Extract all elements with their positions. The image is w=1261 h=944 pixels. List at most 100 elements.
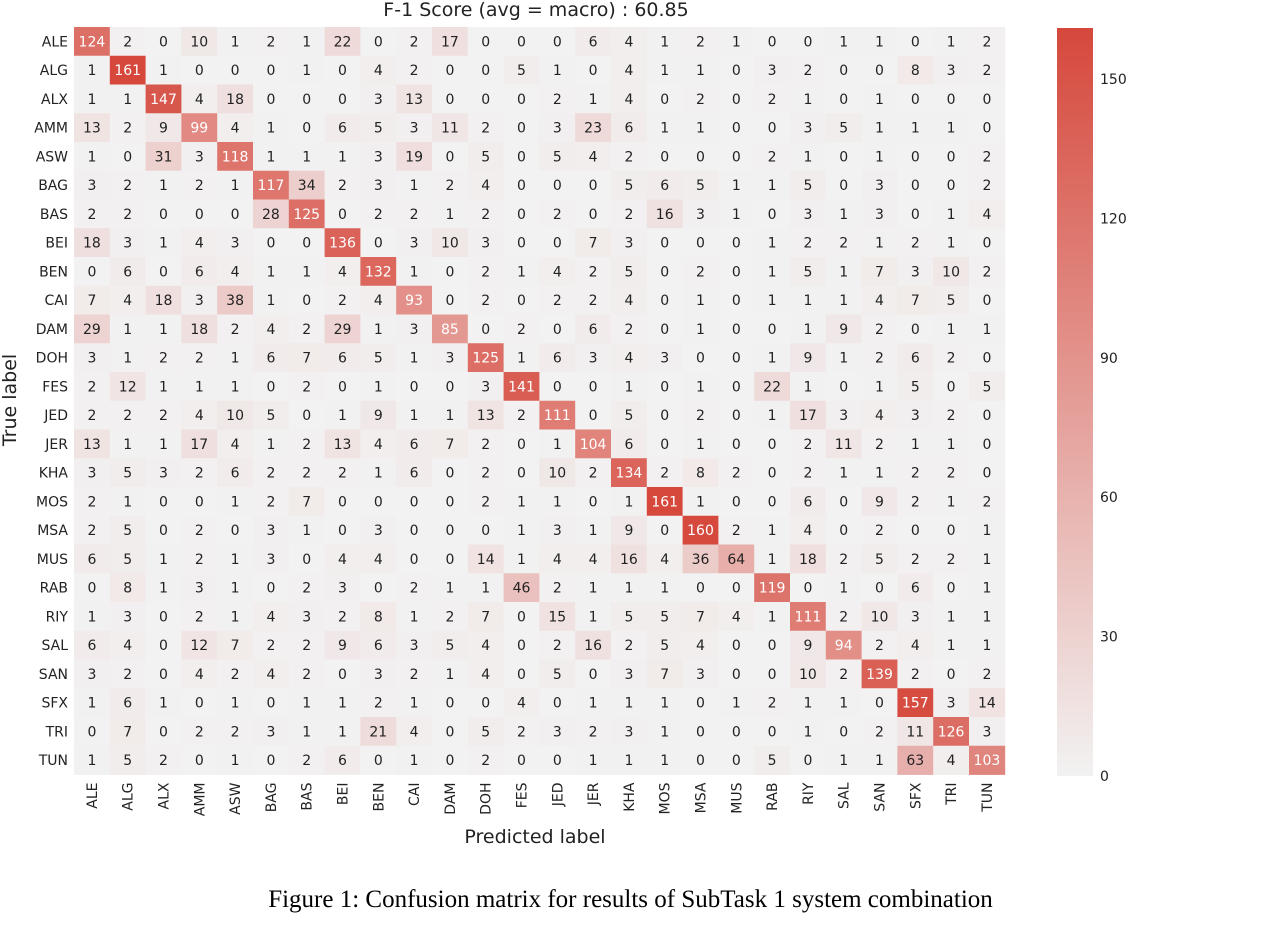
cell-value-label: 1	[589, 696, 598, 712]
heatmap-cell	[217, 84, 254, 114]
heatmap-cell	[969, 55, 1006, 85]
heatmap-cell	[396, 688, 433, 718]
heatmap-cell	[324, 314, 361, 344]
heatmap-cell	[217, 55, 254, 85]
cell-value-label: 0	[696, 149, 705, 165]
heatmap-cell	[969, 630, 1006, 660]
cell-value-label: 2	[947, 408, 956, 424]
heatmap-cell	[825, 688, 862, 718]
heatmap-cell	[897, 285, 934, 315]
cell-value-label: 1	[374, 379, 383, 395]
heatmap-cell	[825, 343, 862, 373]
heatmap-cell	[718, 429, 755, 459]
cell-value-label: 2	[195, 466, 204, 482]
cell-value-label: 1	[660, 753, 669, 769]
heatmap-cell	[718, 142, 755, 172]
cell-value-label: 5	[123, 466, 132, 482]
y-tick-label: SFX	[41, 696, 68, 712]
cell-value-label: 2	[302, 581, 311, 597]
cell-value-label: 8	[374, 609, 383, 625]
heatmap-cell	[109, 659, 146, 689]
cell-value-label: 46	[513, 581, 531, 597]
heatmap-cell	[539, 27, 576, 57]
cell-value-label: 0	[195, 494, 204, 510]
heatmap-cell	[181, 314, 218, 344]
heatmap-cell	[646, 717, 683, 747]
cell-value-label: 15	[548, 609, 566, 625]
cell-value-label: 0	[159, 667, 168, 683]
heatmap-cell	[288, 745, 325, 775]
heatmap-cell	[396, 400, 433, 430]
heatmap-cell	[109, 745, 146, 775]
heatmap-cell	[181, 372, 218, 402]
cell-value-label: 0	[768, 466, 777, 482]
cell-value-label: 0	[481, 92, 490, 108]
cell-value-label: 1	[302, 696, 311, 712]
heatmap-cell	[790, 429, 827, 459]
cell-value-label: 0	[803, 581, 812, 597]
heatmap-cell	[646, 515, 683, 545]
cell-value-label: 3	[266, 724, 275, 740]
cell-value-label: 13	[477, 408, 495, 424]
cell-value-label: 2	[159, 408, 168, 424]
cell-value-label: 2	[123, 34, 132, 50]
heatmap-cell	[718, 400, 755, 430]
heatmap-cell	[790, 458, 827, 488]
heatmap-cell	[145, 717, 182, 747]
heatmap-cell	[181, 458, 218, 488]
cell-value-label: 0	[732, 753, 741, 769]
cell-value-label: 2	[589, 264, 598, 280]
cell-value-label: 2	[875, 322, 884, 338]
cell-value-label: 3	[266, 552, 275, 568]
heatmap-cell	[933, 170, 970, 200]
heatmap-cell	[324, 573, 361, 603]
heatmap-cell	[253, 573, 290, 603]
heatmap-cell	[109, 142, 146, 172]
heatmap-cell	[969, 429, 1006, 459]
heatmap-cell	[611, 544, 648, 574]
heatmap-cell	[754, 458, 791, 488]
cell-value-label: 125	[472, 351, 499, 367]
heatmap-cell	[575, 314, 612, 344]
heatmap-cell	[825, 573, 862, 603]
cell-value-label: 1	[875, 121, 884, 137]
heatmap-cell	[861, 27, 898, 57]
cell-value-label: 1	[231, 609, 240, 625]
heatmap-cell	[360, 745, 397, 775]
cell-value-label: 1	[624, 379, 633, 395]
heatmap-cell	[74, 314, 111, 344]
heatmap-cell	[288, 170, 325, 200]
cell-value-label: 0	[195, 63, 204, 79]
cell-value-label: 5	[696, 178, 705, 194]
cell-value-label: 10	[548, 466, 566, 482]
heatmap-cell	[109, 372, 146, 402]
cell-value-label: 0	[982, 408, 991, 424]
cell-value-label: 6	[624, 437, 633, 453]
heatmap-cell	[539, 429, 576, 459]
heatmap-cell	[897, 630, 934, 660]
cell-value-label: 0	[732, 236, 741, 252]
heatmap-cell	[754, 27, 791, 57]
heatmap-cell	[74, 717, 111, 747]
cell-value-label: 3	[696, 667, 705, 683]
y-tick-labels: ALE ALG ALX AMM ASW BAG BAS BEI BEN CAI DAM DOH FES J…	[34, 34, 68, 769]
heatmap-cell	[360, 659, 397, 689]
heatmap-cell	[360, 314, 397, 344]
cell-value-label: 111	[544, 408, 571, 424]
heatmap-cell	[682, 400, 719, 430]
cell-value-label: 5	[803, 178, 812, 194]
heatmap-cell	[396, 199, 433, 229]
heatmap-cell	[288, 515, 325, 545]
heatmap-cell	[181, 27, 218, 57]
cell-value-label: 0	[231, 523, 240, 539]
cell-value-label: 0	[231, 207, 240, 223]
cell-value-label: 4	[123, 638, 132, 654]
heatmap-cell	[467, 142, 504, 172]
heatmap-cell	[897, 487, 934, 517]
cell-value-label: 0	[266, 696, 275, 712]
cell-value-label: 9	[159, 121, 168, 137]
cell-value-label: 0	[517, 609, 526, 625]
cell-value-label: 3	[481, 236, 490, 252]
heatmap-cell	[754, 630, 791, 660]
cell-value-label: 1	[589, 92, 598, 108]
